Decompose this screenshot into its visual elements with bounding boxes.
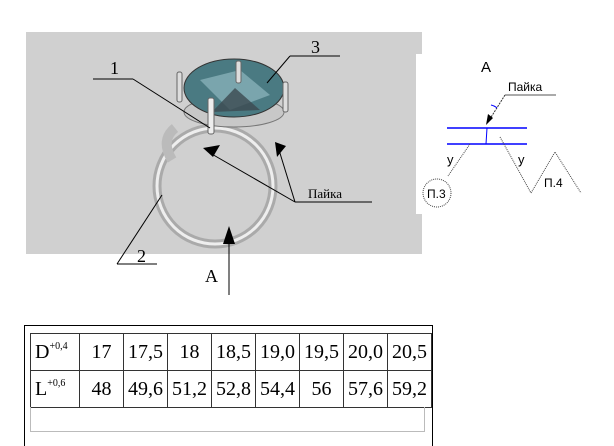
table-cell: 19,0 bbox=[255, 333, 300, 371]
table-cell: 19,5 bbox=[299, 333, 344, 371]
table-row: D+0,4 17 17,5 18 18,5 19,0 19,5 20,0 20,… bbox=[30, 333, 432, 371]
tolerance: +0,6 bbox=[47, 377, 66, 389]
leader-lines bbox=[93, 55, 372, 295]
table-cell: 56 bbox=[299, 370, 344, 408]
table-cell: 54,4 bbox=[255, 370, 300, 408]
table-cell: 57,6 bbox=[343, 370, 388, 408]
weld-mark: у bbox=[518, 152, 525, 167]
view-label: A bbox=[205, 266, 218, 286]
solder-label: Пайка bbox=[308, 186, 342, 201]
table-cell: 18 bbox=[167, 333, 212, 371]
table-cell: 17 bbox=[79, 333, 124, 371]
empty-row bbox=[30, 407, 425, 432]
table-cell: 49,6 bbox=[123, 370, 168, 408]
row-label: L bbox=[35, 377, 48, 400]
arrow-icon bbox=[203, 145, 220, 157]
drawing-canvas: 1 2 3 Пайка A A Пайка у у П.3 П.4 bbox=[26, 32, 582, 295]
table-cell: 17,5 bbox=[123, 333, 168, 371]
table-cell: 51,2 bbox=[167, 370, 212, 408]
ref-triangle-label: П.4 bbox=[544, 176, 563, 190]
table-cell: 18,5 bbox=[211, 333, 256, 371]
detail-solder-label: Пайка bbox=[508, 80, 543, 94]
table-cell: 52,8 bbox=[211, 370, 256, 408]
tolerance: +0,4 bbox=[49, 340, 68, 352]
row-header: D+0,4 bbox=[30, 333, 80, 371]
ring-illustration bbox=[152, 58, 289, 249]
table-cell: 20,0 bbox=[343, 333, 388, 371]
detail-title: A bbox=[481, 59, 491, 76]
table-row: L+0,6 48 49,6 51,2 52,8 54,4 56 57,6 59,… bbox=[30, 370, 432, 408]
callout-2: 2 bbox=[137, 246, 146, 266]
row-label: D bbox=[35, 340, 50, 363]
table-cell: 48 bbox=[79, 370, 124, 408]
detail-view: A Пайка у у П.3 П.4 bbox=[422, 59, 582, 208]
callout-3: 3 bbox=[311, 37, 320, 57]
table-cell: 59,2 bbox=[387, 370, 432, 408]
arrow-icon bbox=[275, 142, 286, 157]
row-header: L+0,6 bbox=[30, 370, 80, 408]
table-frame bbox=[24, 325, 433, 446]
size-table: D+0,4 17 17,5 18 18,5 19,0 19,5 20,0 20,… bbox=[30, 333, 432, 408]
table-cell: 20,5 bbox=[387, 333, 432, 371]
weld-mark: у bbox=[447, 152, 454, 167]
ref-circle bbox=[422, 178, 452, 208]
callout-1: 1 bbox=[110, 58, 119, 78]
view-arrow-icon bbox=[223, 226, 235, 244]
ref-circle-label: П.3 bbox=[427, 187, 446, 201]
